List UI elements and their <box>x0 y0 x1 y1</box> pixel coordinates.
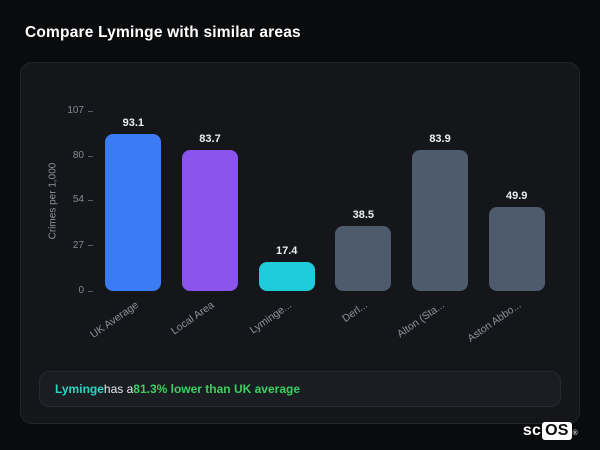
y-tick: 107 <box>67 106 93 116</box>
summary-stat: 81.3% lower than UK average <box>133 382 300 396</box>
bar-column: 83.7 Local Area <box>169 111 249 337</box>
bar-value-label: 17.4 <box>275 244 298 257</box>
x-axis-label: Derl... <box>340 299 371 325</box>
registered-trademark-icon: ® <box>572 429 578 437</box>
page-title: Compare Lyminge with similar areas <box>25 24 301 41</box>
plot-area: 93.1 UK Average 83.7 Local Area 17.4 Lyminge.… <box>88 111 555 345</box>
comparison-chart-card: Crimes per 1,000 0 27 54 80 107 93.1 UK Avera… <box>20 62 580 424</box>
summary-callout: Lyminge has a 81.3% lower than UK averag… <box>39 371 561 407</box>
bar-column: 49.9 Aston Abbo... <box>466 111 555 345</box>
y-axis-label: Crimes per 1,000 <box>47 162 59 240</box>
x-axis-label: Lyminge... <box>247 299 294 337</box>
logo-text-suffix: OS <box>542 421 572 440</box>
bar-value-label: 93.1 <box>122 117 145 130</box>
y-tick: 0 <box>78 286 93 296</box>
bar-column: 38.5 Derl... <box>325 111 402 325</box>
bar-column: 83.9 Alton (Sta... <box>395 111 479 340</box>
bar-column: 17.4 Lyminge... <box>247 111 325 336</box>
bar-column: 93.1 UK Average <box>88 111 172 341</box>
bar[interactable] <box>105 134 162 291</box>
bars: 93.1 UK Average 83.7 Local Area 17.4 Lyminge.… <box>88 111 555 345</box>
x-axis-label: Aston Abbo... <box>465 299 524 345</box>
y-tick: 54 <box>73 195 93 205</box>
bar-value-label: 49.9 <box>505 190 528 203</box>
summary-area-name: Lyminge <box>55 382 104 396</box>
summary-mid-text: has a <box>103 382 134 396</box>
bar-value-label: 83.7 <box>199 133 221 146</box>
logo-text-prefix: sc <box>522 421 542 439</box>
y-tick: 27 <box>73 240 93 251</box>
bar[interactable] <box>412 149 469 291</box>
bar[interactable] <box>488 207 545 291</box>
x-axis-label: UK Average <box>87 299 141 341</box>
bar[interactable] <box>258 261 315 291</box>
bar[interactable] <box>335 226 392 291</box>
y-tick: 80 <box>73 151 93 161</box>
x-axis-label: Local Area <box>169 299 217 338</box>
bar-value-label: 83.9 <box>429 132 451 145</box>
bar[interactable] <box>182 150 238 291</box>
x-axis-label: Alton (Sta... <box>395 299 447 341</box>
logo: sc OS ® <box>522 421 578 440</box>
bar-value-label: 38.5 <box>352 209 375 222</box>
y-axis: Crimes per 1,000 0 27 54 80 107 <box>39 106 95 296</box>
bar-chart: Crimes per 1,000 0 27 54 80 107 93.1 UK Avera… <box>39 106 555 345</box>
